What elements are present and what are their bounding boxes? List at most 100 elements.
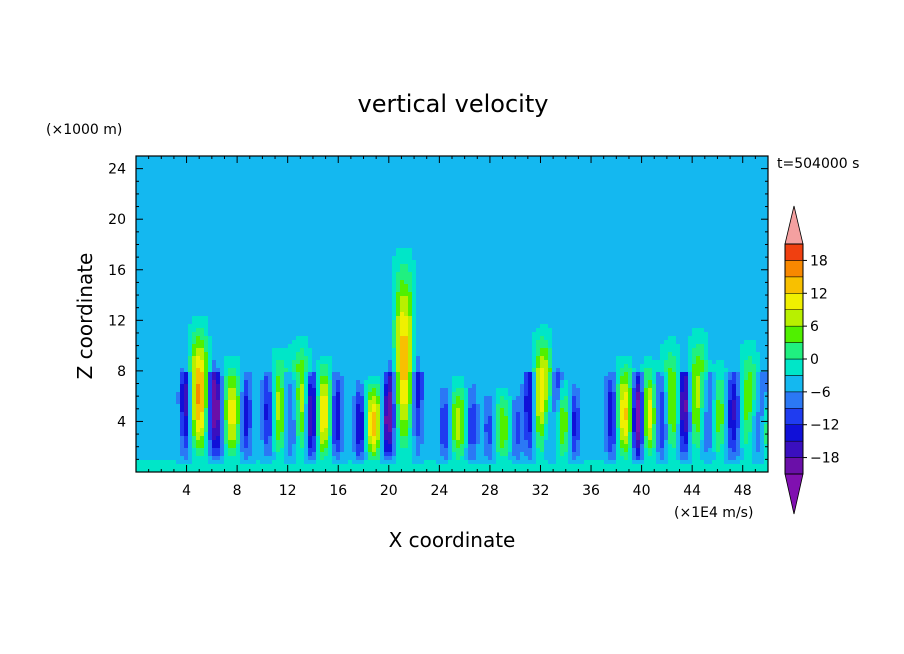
- field-cell: [452, 252, 457, 257]
- field-cell: [400, 176, 405, 181]
- field-cell: [164, 156, 169, 161]
- field-cell: [760, 164, 765, 169]
- field-cell: [428, 156, 433, 161]
- field-cell: [284, 220, 289, 225]
- field-cell: [180, 204, 185, 209]
- field-cell: [228, 188, 233, 193]
- field-cell: [312, 196, 317, 201]
- field-cell: [452, 200, 457, 205]
- field-cell: [748, 172, 753, 177]
- field-cell: [756, 180, 761, 185]
- field-cell: [480, 188, 485, 193]
- field-cell: [348, 164, 353, 169]
- field-cell: [672, 232, 677, 237]
- field-cell: [528, 160, 533, 165]
- field-cell: [228, 216, 233, 221]
- field-cell: [340, 212, 345, 217]
- field-cell: [748, 272, 753, 277]
- field-cell: [252, 188, 257, 193]
- field-cell: [404, 276, 409, 281]
- field-cell: [608, 180, 613, 185]
- field-cell: [764, 264, 769, 269]
- field-cell: [612, 204, 617, 209]
- field-cell: [564, 268, 569, 273]
- field-cell: [484, 236, 489, 241]
- field-cell: [236, 264, 241, 269]
- field-cell: [476, 264, 481, 269]
- field-cell: [348, 252, 353, 257]
- field-cell: [316, 172, 321, 177]
- field-cell: [300, 232, 305, 237]
- field-cell: [536, 232, 541, 237]
- field-cell: [716, 184, 721, 189]
- field-cell: [420, 188, 425, 193]
- field-cell: [152, 216, 157, 221]
- field-cell: [400, 200, 405, 205]
- field-cell: [200, 196, 205, 201]
- field-cell: [576, 168, 581, 173]
- field-cell: [168, 256, 173, 261]
- field-cell: [220, 204, 225, 209]
- field-cell: [508, 244, 513, 249]
- field-cell: [564, 224, 569, 229]
- field-cell: [140, 168, 145, 173]
- field-cell: [716, 160, 721, 165]
- field-cell: [652, 260, 657, 265]
- field-cell: [300, 264, 305, 269]
- field-cell: [728, 220, 733, 225]
- field-cell: [532, 248, 537, 253]
- field-cell: [460, 236, 465, 241]
- field-cell: [236, 204, 241, 209]
- field-cell: [308, 176, 313, 181]
- field-cell: [216, 164, 221, 169]
- field-cell: [136, 200, 141, 205]
- field-cell: [332, 180, 337, 185]
- field-cell: [756, 236, 761, 241]
- field-cell: [412, 168, 417, 173]
- field-cell: [696, 264, 701, 269]
- field-cell: [220, 248, 225, 253]
- field-cell: [236, 160, 241, 165]
- field-cell: [628, 208, 633, 213]
- field-cell: [276, 244, 281, 249]
- field-cell: [208, 176, 213, 181]
- field-cell: [600, 200, 605, 205]
- field-cell: [728, 244, 733, 249]
- field-cell: [332, 252, 337, 257]
- field-cell: [732, 164, 737, 169]
- field-cell: [424, 272, 429, 277]
- field-cell: [572, 232, 577, 237]
- field-cell: [236, 216, 241, 221]
- field-cell: [320, 168, 325, 173]
- field-cell: [684, 204, 689, 209]
- field-cell: [488, 228, 493, 233]
- field-cell: [596, 184, 601, 189]
- field-cell: [444, 280, 449, 285]
- field-cell: [496, 232, 501, 237]
- field-cell: [464, 244, 469, 249]
- field-cell: [240, 272, 245, 277]
- field-cell: [292, 280, 297, 285]
- field-cell: [412, 244, 417, 249]
- field-cell: [652, 168, 657, 173]
- field-cell: [672, 212, 677, 217]
- field-cell: [328, 160, 333, 165]
- field-cell: [240, 184, 245, 189]
- field-cell: [408, 220, 413, 225]
- field-cell: [624, 264, 629, 269]
- field-cell: [728, 192, 733, 197]
- field-cell: [428, 240, 433, 245]
- field-cell: [764, 176, 769, 181]
- field-cell: [268, 172, 273, 177]
- field-cell: [408, 252, 413, 257]
- field-cell: [528, 188, 533, 193]
- field-cell: [700, 236, 705, 241]
- field-cell: [556, 220, 561, 225]
- field-cell: [252, 160, 257, 165]
- field-cell: [500, 240, 505, 245]
- field-cell: [268, 244, 273, 249]
- field-cell: [492, 196, 497, 201]
- field-cell: [384, 248, 389, 253]
- field-cell: [384, 272, 389, 277]
- field-cell: [516, 204, 521, 209]
